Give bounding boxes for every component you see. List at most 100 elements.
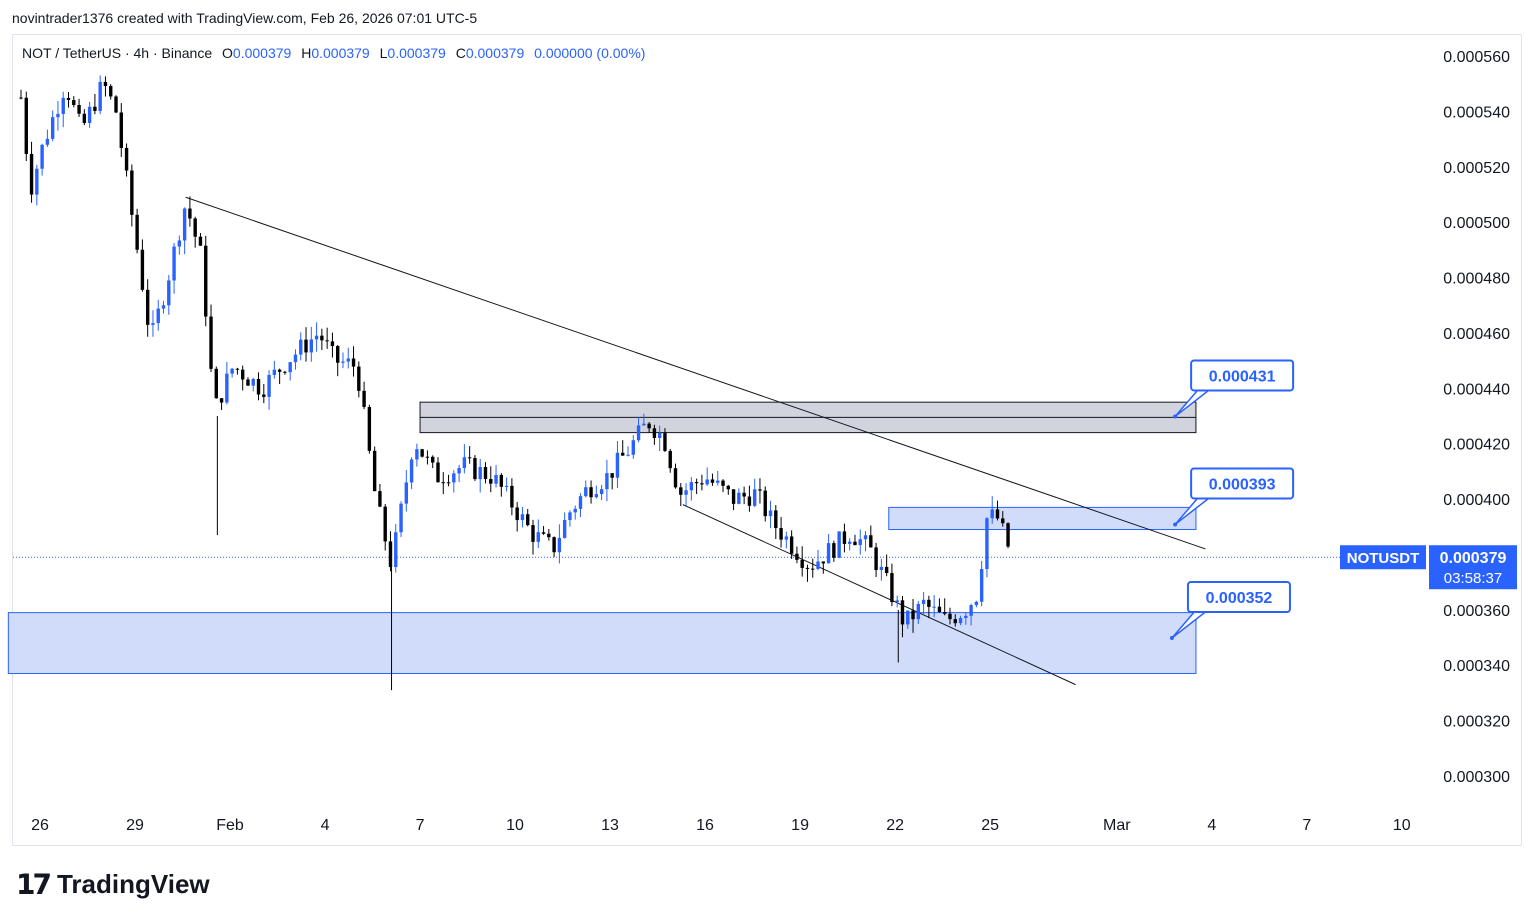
candle-body[interactable] — [135, 214, 139, 250]
candle-body[interactable] — [969, 605, 973, 616]
candle-body[interactable] — [378, 491, 382, 507]
candle-body[interactable] — [351, 358, 356, 367]
candle-body[interactable] — [251, 378, 255, 386]
candle-body[interactable] — [436, 462, 440, 483]
candle-body[interactable] — [77, 104, 81, 114]
candle-body[interactable] — [425, 456, 430, 458]
candle-body[interactable] — [573, 508, 577, 513]
candle-body[interactable] — [29, 153, 34, 195]
candle-body[interactable] — [657, 433, 662, 439]
candle-body[interactable] — [219, 398, 224, 403]
candle-body[interactable] — [863, 535, 868, 540]
candle-body[interactable] — [109, 86, 113, 97]
candle-body[interactable] — [504, 485, 509, 487]
candle-body[interactable] — [906, 610, 910, 625]
candle-body[interactable] — [277, 369, 282, 372]
candle-body[interactable] — [114, 96, 118, 113]
candle-body[interactable] — [847, 541, 852, 544]
candle-body[interactable] — [145, 289, 150, 325]
candle-body[interactable] — [531, 525, 535, 542]
candle-body[interactable] — [800, 559, 804, 568]
candle-body[interactable] — [404, 482, 409, 504]
candle-body[interactable] — [927, 599, 931, 607]
candle-body[interactable] — [964, 615, 968, 619]
candle-body[interactable] — [789, 536, 794, 554]
candle-body[interactable] — [816, 561, 820, 569]
candle-body[interactable] — [457, 468, 461, 474]
candle-body[interactable] — [895, 600, 899, 603]
candle-body[interactable] — [299, 339, 303, 355]
candle-body[interactable] — [320, 335, 324, 341]
candle-body[interactable] — [204, 245, 208, 317]
candle-body[interactable] — [784, 536, 789, 540]
candle-body[interactable] — [452, 473, 456, 483]
candle-body[interactable] — [589, 487, 593, 498]
candle-body[interactable] — [151, 323, 155, 325]
candle-body[interactable] — [193, 218, 197, 237]
candle-body[interactable] — [774, 510, 778, 529]
price-callout-box[interactable] — [1190, 359, 1295, 392]
candle-body[interactable] — [288, 362, 292, 373]
candle-body[interactable] — [182, 208, 187, 241]
candle-body[interactable] — [161, 305, 166, 309]
candle-body[interactable] — [330, 341, 335, 347]
lower-trendline[interactable] — [682, 504, 1076, 686]
candle-body[interactable] — [520, 514, 525, 521]
candle-body[interactable] — [177, 240, 182, 247]
candle-body[interactable] — [636, 425, 641, 441]
candle-body[interactable] — [341, 361, 345, 363]
candle-body[interactable] — [383, 506, 387, 542]
candle-body[interactable] — [869, 535, 873, 548]
candle-body[interactable] — [473, 458, 477, 480]
candle-body[interactable] — [900, 600, 905, 625]
candle-body[interactable] — [61, 97, 65, 114]
candle-body[interactable] — [72, 99, 76, 105]
candle-body[interactable] — [779, 528, 783, 540]
candle-body[interactable] — [431, 456, 435, 463]
candle-body[interactable] — [858, 539, 862, 546]
candle-body[interactable] — [256, 378, 261, 395]
candle-body[interactable] — [1001, 518, 1005, 524]
candle-body[interactable] — [35, 168, 39, 195]
candle-body[interactable] — [372, 450, 377, 492]
candle-body[interactable] — [415, 449, 419, 460]
candle-body[interactable] — [87, 106, 92, 124]
candle-body[interactable] — [763, 490, 767, 517]
candle-body[interactable] — [821, 561, 826, 564]
candle-body[interactable] — [811, 568, 815, 570]
candle-body[interactable] — [599, 489, 604, 495]
candle-body[interactable] — [1006, 523, 1010, 547]
candle-body[interactable] — [483, 467, 488, 480]
candle-body[interactable] — [494, 474, 498, 484]
candle-body[interactable] — [742, 492, 746, 497]
candle-body[interactable] — [990, 509, 994, 519]
candle-body[interactable] — [705, 479, 709, 485]
candle-body[interactable] — [874, 547, 878, 571]
candle-body[interactable] — [974, 601, 979, 606]
candle-body[interactable] — [615, 452, 620, 478]
candle-body[interactable] — [943, 612, 947, 614]
candle-body[interactable] — [526, 514, 530, 526]
candle-body[interactable] — [747, 496, 752, 506]
candle-body[interactable] — [721, 480, 725, 486]
candle-body[interactable] — [768, 510, 773, 517]
candle-body[interactable] — [884, 566, 889, 574]
candle-body[interactable] — [621, 452, 625, 456]
candle-body[interactable] — [668, 450, 672, 469]
candle-body[interactable] — [346, 358, 350, 362]
candle-body[interactable] — [82, 113, 87, 124]
candle-body[interactable] — [246, 379, 250, 386]
candle-body[interactable] — [489, 479, 493, 484]
candle-body[interactable] — [837, 531, 841, 558]
candle-body[interactable] — [795, 553, 799, 560]
candle-body[interactable] — [752, 489, 757, 506]
candle-body[interactable] — [19, 97, 23, 99]
candle-body[interactable] — [731, 489, 736, 504]
candle-body[interactable] — [188, 208, 192, 219]
candle-body[interactable] — [357, 366, 361, 391]
candle-body[interactable] — [647, 423, 651, 429]
mid-zone[interactable] — [888, 506, 1197, 531]
candle-body[interactable] — [156, 308, 160, 324]
candle-body[interactable] — [103, 81, 108, 87]
candle-body[interactable] — [467, 457, 472, 459]
